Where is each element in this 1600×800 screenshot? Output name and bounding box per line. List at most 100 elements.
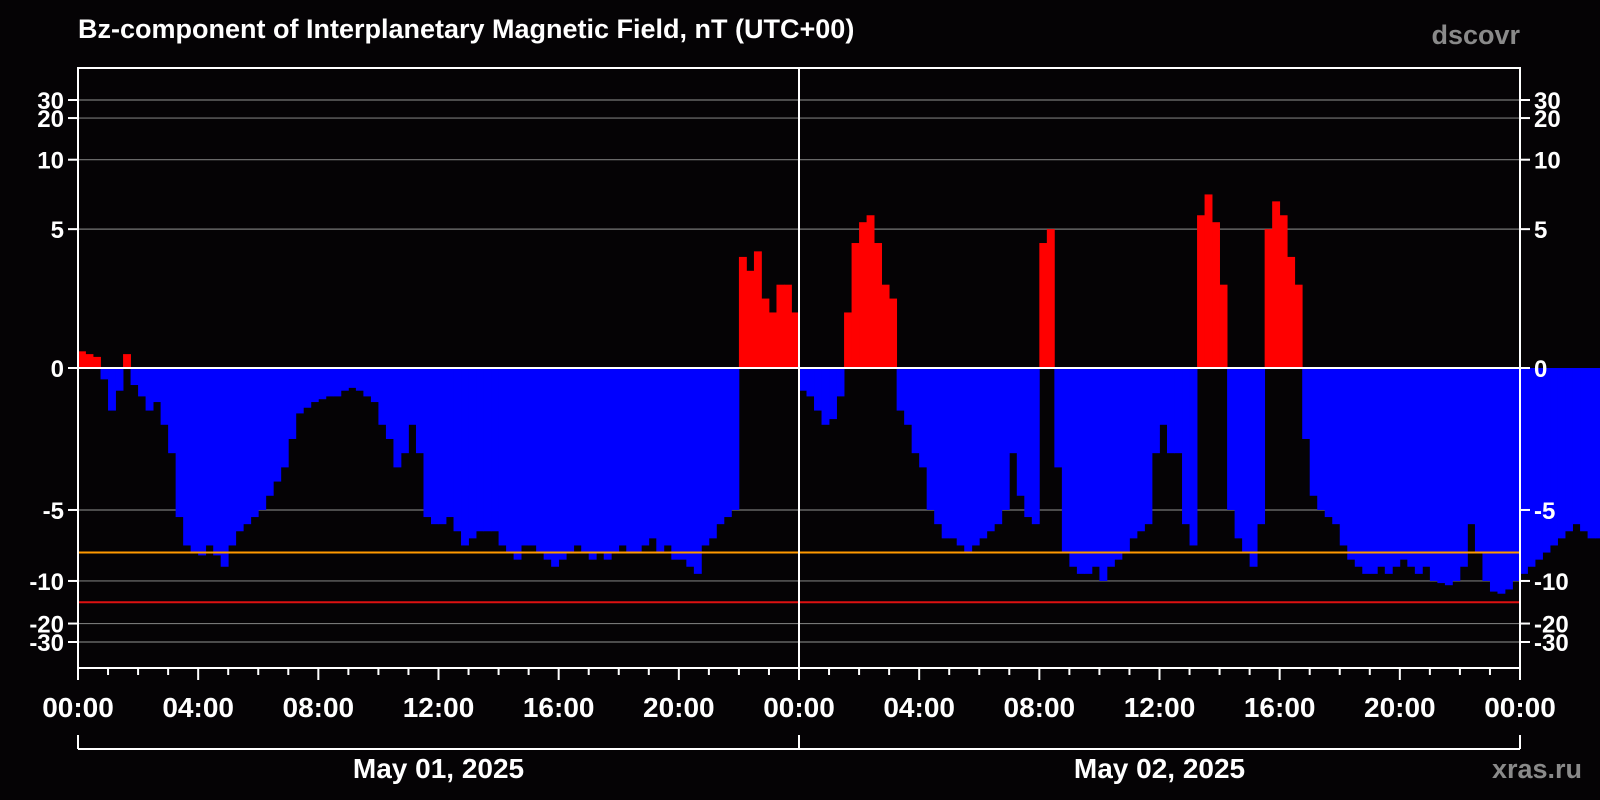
bar-negative <box>1595 368 1600 539</box>
x-tick-label: 00:00 <box>763 692 835 723</box>
bar-negative <box>1565 368 1573 532</box>
bar-positive <box>761 298 770 368</box>
bar-negative <box>1031 368 1040 525</box>
bar-positive <box>874 243 883 368</box>
bar-negative <box>378 368 387 425</box>
bar-positive <box>1264 229 1273 368</box>
y-tick-label-left: -20 <box>29 612 64 639</box>
bar-negative <box>1422 368 1431 567</box>
bar-negative <box>1482 368 1491 581</box>
bar-positive <box>1272 201 1281 368</box>
bar-negative <box>971 368 980 546</box>
bar-negative <box>656 368 665 553</box>
bar-negative <box>1249 368 1258 567</box>
bar-negative <box>1497 368 1506 594</box>
bar-negative <box>588 368 597 560</box>
bar-negative <box>829 368 837 420</box>
bar-negative <box>979 368 988 539</box>
bar-negative <box>934 368 943 525</box>
y-tick-label-left: 20 <box>37 106 64 133</box>
bar-positive <box>1046 229 1055 368</box>
bar-negative <box>708 368 717 539</box>
y-tick-label-left: 10 <box>37 148 64 175</box>
bar-negative <box>258 368 267 510</box>
bar-negative <box>513 368 522 560</box>
bar-negative <box>821 368 830 425</box>
bar-negative <box>145 368 154 411</box>
bar-negative <box>1121 368 1130 553</box>
bar-negative <box>1076 368 1085 574</box>
bar-negative <box>1182 368 1190 525</box>
bar-positive <box>776 284 785 368</box>
bar-negative <box>1542 368 1551 553</box>
axes <box>68 67 1530 750</box>
bar-negative <box>1452 368 1461 581</box>
bar-negative <box>573 368 582 546</box>
bar-negative <box>618 368 627 546</box>
bar-negative <box>1587 368 1596 539</box>
bar-negative <box>430 368 439 525</box>
bar-negative <box>1384 368 1393 574</box>
bar-negative <box>1347 368 1356 560</box>
bar-negative <box>1257 368 1266 525</box>
bar-negative <box>265 368 274 496</box>
bar-negative <box>1467 368 1476 525</box>
bar-negative <box>1520 368 1528 574</box>
y-tick-label-left: 30 <box>37 88 64 115</box>
bar-negative <box>1099 368 1108 581</box>
bar-negative <box>498 368 507 546</box>
bar-negative <box>385 368 394 439</box>
bar-negative <box>415 368 424 454</box>
bar-positive <box>1219 284 1228 368</box>
bar-negative <box>453 368 462 532</box>
bar-negative <box>663 368 672 546</box>
x-tick-label: 04:00 <box>883 692 955 723</box>
bar-negative <box>1167 368 1175 454</box>
bar-negative <box>1369 368 1378 574</box>
bar-negative <box>461 368 469 546</box>
bar-negative <box>896 368 905 411</box>
bz-bars <box>78 194 1600 594</box>
bar-negative <box>130 368 139 386</box>
bar-negative <box>1106 368 1115 567</box>
bar-negative <box>318 368 327 400</box>
bar-negative <box>596 368 605 553</box>
bar-positive <box>768 312 777 368</box>
bar-negative <box>994 368 1003 525</box>
bar-negative <box>220 368 229 567</box>
bar-positive <box>1294 284 1303 368</box>
bar-negative <box>183 368 192 546</box>
bar-negative <box>1580 368 1588 532</box>
bar-negative <box>1001 368 1010 510</box>
y-tick-label-right: -5 <box>1534 498 1555 525</box>
bar-negative <box>1189 368 1198 546</box>
bar-negative <box>288 368 297 439</box>
bar-negative <box>363 368 372 397</box>
bar-negative <box>325 368 334 397</box>
bar-negative <box>1437 368 1446 584</box>
bar-negative <box>1527 368 1536 567</box>
bar-negative <box>393 368 402 468</box>
bar-negative <box>926 368 935 510</box>
bar-negative <box>671 368 680 560</box>
x-tick-label: 12:00 <box>403 692 475 723</box>
bar-negative <box>198 368 207 556</box>
y-tick-label-right: 0 <box>1534 356 1547 383</box>
x-tick-label: 04:00 <box>162 692 234 723</box>
bar-negative <box>1354 368 1363 567</box>
bar-negative <box>340 368 349 391</box>
y-tick-label-right: 10 <box>1534 148 1561 175</box>
bar-negative <box>716 368 725 525</box>
bar-negative <box>956 368 965 546</box>
bar-negative <box>611 368 620 553</box>
bar-positive <box>78 351 86 368</box>
bar-positive <box>746 270 755 368</box>
bar-negative <box>723 368 732 518</box>
bar-positive <box>738 256 747 368</box>
bar-negative <box>919 368 928 468</box>
bar-negative <box>693 368 702 574</box>
bar-negative <box>986 368 995 532</box>
bar-negative <box>911 368 920 454</box>
